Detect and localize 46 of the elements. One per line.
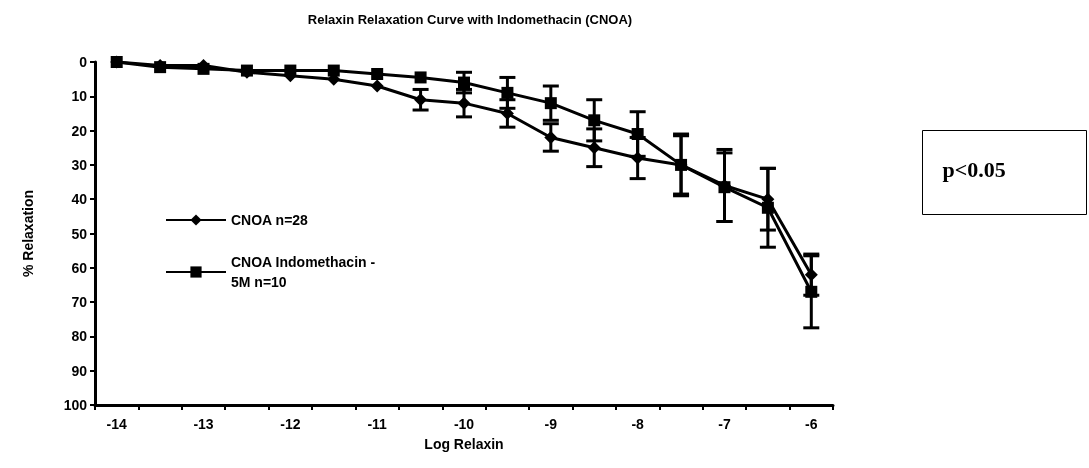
- point: [371, 68, 384, 80]
- x-tick-label: -8: [631, 416, 645, 432]
- y-tick-label: 70: [71, 294, 88, 311]
- point: [414, 93, 428, 107]
- point: [761, 201, 774, 214]
- y-tick-label: 30: [71, 156, 88, 173]
- chart-title: Relaxin Relaxation Curve with Indomethacin (CNOA): [307, 12, 633, 27]
- y-tick-label: 90: [71, 362, 88, 379]
- x-tick-label: -14: [106, 416, 128, 432]
- point: [414, 71, 427, 84]
- point: [587, 141, 601, 155]
- point: [197, 62, 210, 75]
- point: [327, 64, 340, 77]
- y-tick-label: 0: [79, 54, 88, 70]
- x-axis-title: Log Relaxin: [424, 436, 504, 452]
- point: [804, 268, 818, 282]
- point: [805, 285, 818, 298]
- x-tick-label: -13: [193, 416, 214, 432]
- point: [631, 151, 645, 165]
- legend-label: CNOA n=28: [231, 212, 309, 228]
- y-tick-label: 10: [71, 88, 88, 105]
- y-tick-label: 80: [71, 328, 88, 345]
- y-tick-label: 20: [71, 122, 88, 139]
- point: [457, 96, 471, 110]
- point: [110, 56, 123, 68]
- y-tick-label: 40: [71, 191, 88, 208]
- y-tick-label: 60: [71, 259, 88, 276]
- point: [544, 97, 557, 110]
- legend-label: CNOA Indomethacin - 5M n=10: [231, 254, 380, 290]
- y-tick-label: 100: [63, 397, 88, 413]
- point: [588, 114, 601, 127]
- x-tick-label: -10: [453, 416, 475, 432]
- x-tick-label: -12: [280, 416, 301, 432]
- point: [370, 79, 384, 93]
- x-tick-label: -7: [718, 416, 731, 432]
- y-tick-label: 50: [71, 225, 88, 242]
- x-tick-label: -11: [367, 416, 388, 432]
- x-tick-label: -9: [544, 416, 558, 432]
- x-tick-label: -6: [805, 416, 818, 432]
- point: [675, 158, 688, 171]
- point: [501, 86, 514, 99]
- y-axis-title: % Relaxation: [20, 189, 36, 278]
- point: [631, 128, 644, 141]
- text: p<0.05: [942, 157, 1006, 182]
- point: [284, 64, 297, 77]
- point: [544, 130, 558, 144]
